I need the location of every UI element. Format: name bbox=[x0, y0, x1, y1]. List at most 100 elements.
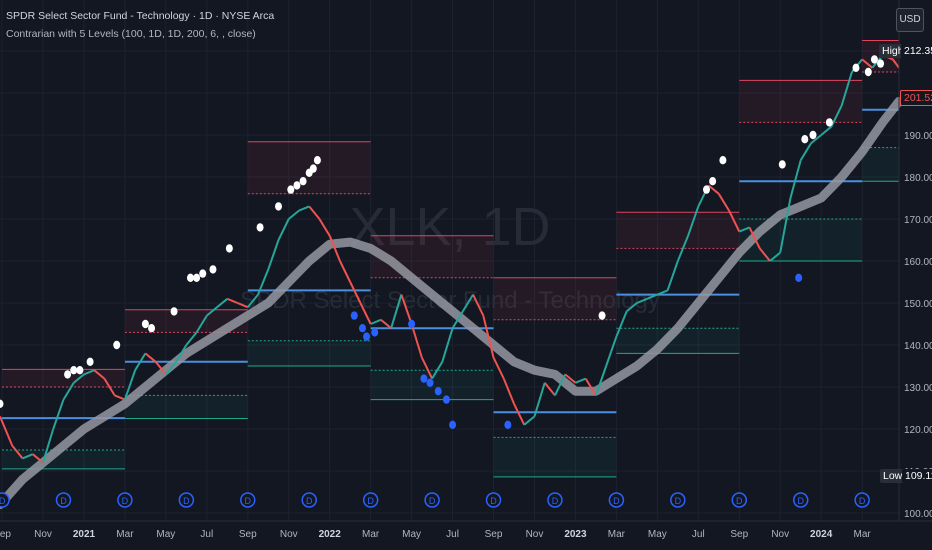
dividend-marker bbox=[731, 492, 748, 508]
support-zone bbox=[493, 437, 617, 477]
price-segment bbox=[594, 365, 608, 396]
price-segment bbox=[461, 294, 474, 312]
dividend-marker-label: D bbox=[60, 496, 67, 506]
price-segment bbox=[799, 142, 812, 161]
sell-signal-dot bbox=[309, 164, 317, 173]
price-segment bbox=[0, 416, 14, 447]
price-tick-label: 180.00 bbox=[904, 173, 932, 184]
price-segment bbox=[349, 281, 362, 304]
support-zone bbox=[247, 340, 371, 366]
sell-signal-dot bbox=[86, 357, 94, 366]
price-segment bbox=[676, 235, 689, 262]
time-tick-label: Sep bbox=[485, 529, 503, 540]
price-segment bbox=[237, 302, 249, 309]
price-segment bbox=[431, 361, 444, 380]
time-tick-label: 2024 bbox=[810, 529, 833, 540]
sell-signal-dot bbox=[877, 59, 885, 68]
time-axis: Sep Nov 2021 Mar May Jul Sep Nov 2022 Mar May Jul Se… bbox=[0, 529, 871, 540]
price-tick-label: 190.00 bbox=[904, 131, 932, 142]
price-segment bbox=[93, 369, 106, 380]
support-zone bbox=[2, 450, 125, 469]
buy-signal-dot bbox=[350, 311, 358, 320]
dividend-marker bbox=[485, 492, 502, 508]
time-tick-label: Sep bbox=[730, 529, 748, 540]
time-tick-label: Mar bbox=[854, 529, 872, 540]
dividend-marker bbox=[178, 492, 195, 508]
price-segment bbox=[554, 373, 567, 396]
price-segment bbox=[717, 193, 730, 212]
time-tick-label: Mar bbox=[362, 529, 380, 540]
price-segment bbox=[123, 369, 137, 400]
price-segment bbox=[308, 205, 321, 220]
price-segment bbox=[257, 269, 270, 295]
price-segment bbox=[73, 373, 85, 384]
sell-signal-dot bbox=[870, 55, 878, 64]
price-tick-label: 170.00 bbox=[904, 215, 932, 226]
low-label-tag: Low bbox=[880, 469, 906, 483]
sell-signals bbox=[0, 55, 885, 408]
high-value-tag: 212.35 bbox=[901, 44, 932, 58]
sell-signal-dot bbox=[64, 370, 72, 379]
resistance-zone bbox=[247, 141, 371, 194]
price-segment bbox=[820, 125, 833, 136]
price-segment bbox=[636, 297, 648, 304]
sell-signal-dot bbox=[293, 181, 301, 190]
price-segment bbox=[626, 302, 638, 313]
dividend-marker bbox=[854, 492, 870, 508]
price-segment bbox=[185, 331, 198, 346]
high-label-tag: High bbox=[879, 44, 907, 58]
price-tick-label: 130.00 bbox=[904, 383, 932, 394]
dividend-marker bbox=[424, 492, 440, 508]
dividend-marker bbox=[55, 492, 72, 508]
dividend-marker bbox=[0, 492, 10, 508]
price-tick-label: 140.00 bbox=[904, 341, 932, 352]
price-segment bbox=[605, 336, 618, 367]
levels-group bbox=[2, 40, 899, 478]
dividend-marker-label: D bbox=[736, 496, 743, 506]
price-segment bbox=[646, 293, 658, 300]
sell-signal-dot bbox=[170, 307, 178, 316]
currency-button[interactable]: USD bbox=[896, 8, 924, 32]
price-segment bbox=[758, 247, 771, 262]
resistance-zone bbox=[124, 309, 248, 333]
sell-signal-dot bbox=[809, 130, 817, 140]
dividend-marker bbox=[792, 492, 809, 508]
dividend-marker bbox=[362, 492, 379, 508]
price-segment bbox=[584, 378, 597, 396]
price-segment bbox=[441, 327, 454, 363]
time-tick-label: Jul bbox=[446, 529, 459, 540]
price-segment bbox=[543, 382, 556, 397]
price-segment bbox=[165, 361, 177, 376]
price-segment bbox=[206, 306, 218, 317]
sell-signal-dot bbox=[801, 135, 809, 144]
price-tick-label: 120.00 bbox=[904, 425, 932, 436]
buy-signals bbox=[350, 273, 803, 429]
price-segment bbox=[840, 71, 853, 106]
time-tick-label: Nov bbox=[771, 529, 789, 540]
price-segment bbox=[11, 445, 24, 460]
buy-signal-dot bbox=[795, 273, 803, 282]
price-segment bbox=[52, 399, 65, 430]
sell-signal-dot bbox=[703, 185, 711, 194]
chart-title: SPDR Select Sector Fund - Technology · 1… bbox=[6, 10, 275, 22]
time-tick-label: Mar bbox=[608, 529, 626, 540]
indicator-legend[interactable]: Contrarian with 5 Levels (100, 1D, 1D, 2… bbox=[6, 28, 256, 40]
buy-signal-dot bbox=[449, 420, 457, 429]
price-segment bbox=[62, 382, 75, 401]
price-segment bbox=[42, 428, 55, 463]
price-segment bbox=[267, 239, 280, 270]
dividend-marker-label: D bbox=[0, 496, 6, 506]
grid bbox=[0, 0, 899, 521]
buy-signal-dot bbox=[420, 374, 428, 383]
buy-signal-dot bbox=[426, 378, 434, 387]
price-segment bbox=[451, 310, 464, 329]
price-segment bbox=[830, 105, 843, 128]
price-segment bbox=[472, 294, 485, 317]
low-value-tag: 109.11 bbox=[902, 469, 932, 483]
buy-signal-dot bbox=[434, 387, 442, 396]
buy-signal-dot bbox=[363, 332, 371, 341]
price-segment bbox=[728, 210, 741, 233]
dividend-marker-label: D bbox=[552, 496, 559, 506]
